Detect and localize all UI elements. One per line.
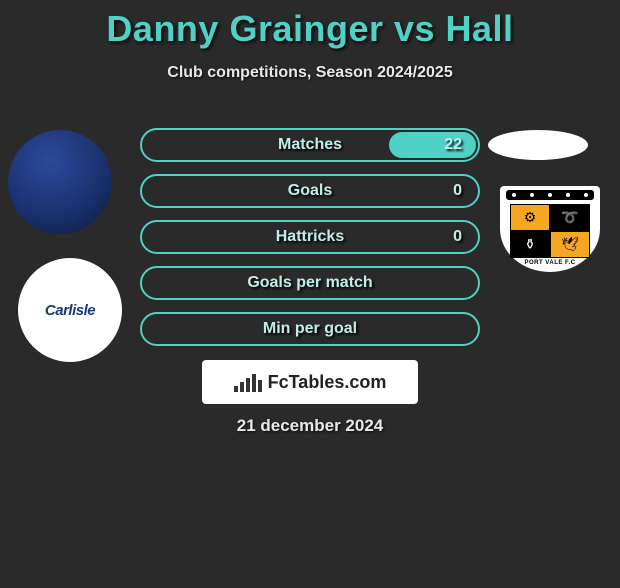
stats-container: Matches22Goals0Hattricks0Goals per match…: [140, 128, 480, 358]
brand-badge[interactable]: FcTables.com: [202, 360, 418, 404]
stat-value-right: 0: [453, 228, 462, 246]
date-label: 21 december 2024: [0, 416, 620, 436]
shield-q3-icon: ⚱: [510, 231, 550, 258]
brand-text: FcTables.com: [268, 372, 387, 393]
right-club-name: PORT VALE F.C: [524, 260, 575, 266]
shield-decoration: [506, 190, 594, 200]
stat-label: Hattricks: [142, 228, 478, 246]
stat-row: Hattricks0: [140, 220, 480, 254]
chart-icon: [234, 372, 262, 392]
stat-row: Matches22: [140, 128, 480, 162]
stat-row: Goals per match: [140, 266, 480, 300]
stat-value-right: 0: [453, 182, 462, 200]
shield-q4-icon: 🕊: [550, 231, 590, 258]
shield-body: ⚙ ➰ ⚱ 🕊: [510, 204, 590, 258]
stat-label: Goals: [142, 182, 478, 200]
stat-label: Min per goal: [142, 320, 478, 338]
stat-label: Goals per match: [142, 274, 478, 292]
shield-q1-icon: ⚙: [510, 204, 550, 231]
stat-fill-right: [389, 132, 476, 158]
right-player-photo: [488, 130, 588, 160]
stat-value-right: 22: [444, 136, 462, 154]
shield-q2-icon: ➰: [550, 204, 590, 231]
left-club-name: Carlisle: [45, 302, 95, 319]
page-title: Danny Grainger vs Hall: [0, 8, 620, 50]
stat-row: Min per goal: [140, 312, 480, 346]
left-club-badge: Carlisle: [18, 258, 122, 362]
subtitle: Club competitions, Season 2024/2025: [0, 64, 620, 82]
right-club-badge: ⚙ ➰ ⚱ 🕊 PORT VALE F.C: [500, 186, 600, 272]
left-player-photo: [8, 130, 112, 234]
stat-row: Goals0: [140, 174, 480, 208]
